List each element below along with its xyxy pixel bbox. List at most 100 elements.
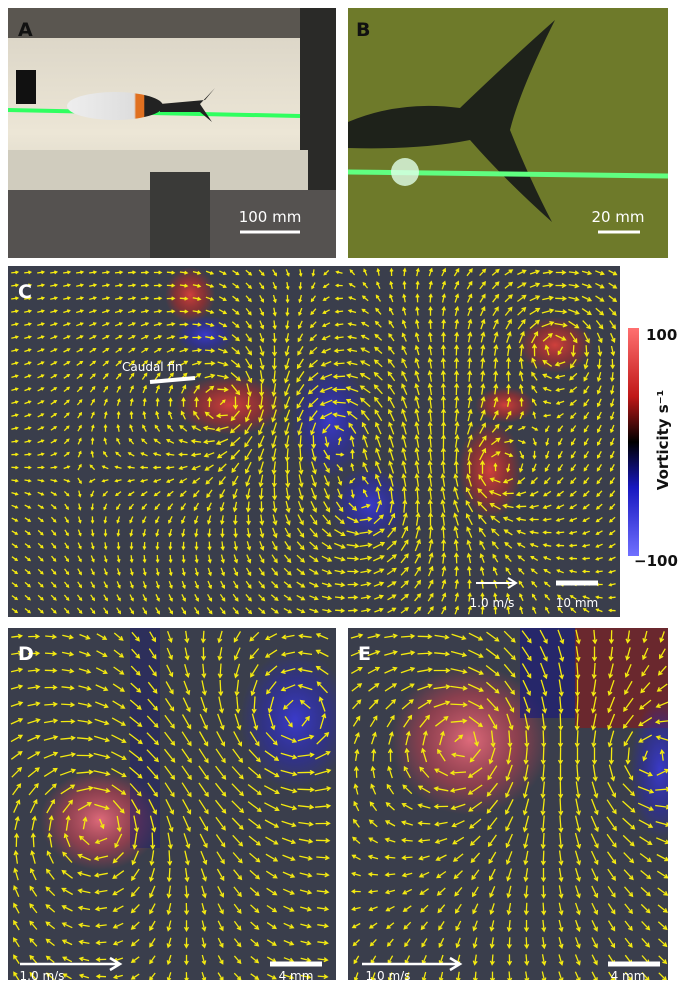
velocity-arrow xyxy=(401,460,407,474)
velocity-arrow xyxy=(419,888,429,896)
velocity-arrow xyxy=(37,542,44,549)
velocity-arrow xyxy=(285,294,290,304)
velocity-arrow xyxy=(264,767,280,778)
velocity-arrow xyxy=(11,608,19,614)
velocity-arrow xyxy=(258,448,265,462)
velocity-arrow xyxy=(89,335,97,340)
velocity-arrow xyxy=(46,798,55,814)
velocity-arrow xyxy=(76,270,85,275)
velocity-arrow xyxy=(103,516,108,524)
velocity-arrow xyxy=(112,683,125,692)
velocity-arrow xyxy=(590,833,599,849)
velocity-arrow xyxy=(433,700,451,708)
velocity-arrow xyxy=(217,663,223,679)
velocity-arrow xyxy=(114,283,124,288)
velocity-arrow xyxy=(149,938,156,948)
velocity-arrow xyxy=(168,528,173,538)
velocity-arrow xyxy=(76,785,94,792)
velocity-arrow xyxy=(558,832,564,850)
velocity-arrow xyxy=(284,461,291,476)
velocity-arrow xyxy=(454,318,460,330)
velocity-arrow xyxy=(350,489,355,499)
velocity-arrow xyxy=(311,448,317,462)
velocity-arrow xyxy=(77,477,82,485)
velocity-arrow xyxy=(477,488,488,499)
velocity-arrow xyxy=(348,283,356,288)
velocity-arrow xyxy=(232,580,239,590)
velocity-arrow xyxy=(414,395,420,409)
velocity-arrow xyxy=(400,650,416,656)
caudal-fin-marker xyxy=(149,376,196,384)
velocity-arrow xyxy=(37,581,44,588)
vortex-negative xyxy=(290,360,370,480)
velocity-arrow xyxy=(218,679,224,697)
velocity-arrow xyxy=(401,408,408,422)
velocity-arrow xyxy=(194,541,199,551)
velocity-arrow xyxy=(415,267,420,277)
velocity-arrow xyxy=(247,766,262,779)
velocity-arrow xyxy=(386,938,394,947)
velocity-arrow xyxy=(61,922,73,929)
velocity-arrow xyxy=(112,799,125,814)
velocity-arrow xyxy=(333,361,345,367)
velocity-arrow xyxy=(417,820,431,826)
velocity-arrow xyxy=(523,833,529,849)
velocity-arrow xyxy=(466,552,472,564)
velocity-arrow xyxy=(450,668,468,675)
velocity-arrow xyxy=(595,608,603,613)
velocity-arrow xyxy=(427,370,433,382)
velocity-arrow xyxy=(485,681,500,694)
velocity-arrow xyxy=(480,318,486,330)
velocity-arrow xyxy=(88,478,96,483)
velocity-arrow xyxy=(129,385,134,393)
velocity-arrow xyxy=(523,902,529,916)
velocity-arrow xyxy=(427,592,434,602)
velocity-arrow xyxy=(539,646,548,662)
velocity-arrow xyxy=(624,886,634,898)
velocity-arrow xyxy=(29,937,38,947)
velocity-arrow xyxy=(595,543,603,548)
velocity-arrow xyxy=(590,850,599,866)
velocity-arrow xyxy=(387,358,396,368)
velocity-arrow xyxy=(609,490,616,498)
velocity-arrow xyxy=(319,412,333,420)
velocity-arrow xyxy=(140,296,150,301)
velocity-arrow xyxy=(467,666,484,675)
velocity-arrow xyxy=(316,731,330,745)
velocity-arrow xyxy=(192,322,202,327)
velocity-arrow xyxy=(417,699,432,710)
velocity-arrow xyxy=(298,307,303,317)
velocity-arrow xyxy=(419,766,430,778)
velocity-arrow xyxy=(542,295,554,301)
velocity-arrow xyxy=(532,606,537,614)
velocity-arrow xyxy=(182,815,191,833)
velocity-arrow xyxy=(140,309,150,314)
velocity-arrow xyxy=(523,696,531,714)
velocity-arrow xyxy=(322,514,332,526)
velocity-arrow xyxy=(50,399,58,405)
velocity-arrow xyxy=(453,512,459,526)
velocity-arrow xyxy=(63,270,72,275)
velocity-arrow xyxy=(142,424,147,432)
velocity-arrow xyxy=(541,885,547,899)
velocity-arrow xyxy=(271,345,278,357)
velocity-arrow xyxy=(374,460,382,474)
velocity-arrow xyxy=(453,267,460,277)
velocity-arrow xyxy=(454,293,460,303)
velocity-arrow xyxy=(27,701,41,707)
velocity-arrow xyxy=(244,409,252,423)
velocity-arrow xyxy=(346,516,359,523)
velocity-arrow xyxy=(388,319,395,329)
velocity-arrow xyxy=(491,268,500,276)
velocity-arrow xyxy=(141,372,148,380)
velocity-arrow xyxy=(545,437,550,447)
velocity-arrow xyxy=(300,957,312,963)
velocity-arrow xyxy=(37,283,46,288)
velocity-arrow xyxy=(531,463,537,473)
velocity-arrow xyxy=(582,608,590,613)
velocity-arrow xyxy=(591,646,598,662)
velocity-arrow xyxy=(63,581,70,589)
velocity-arrow xyxy=(78,973,90,979)
velocity-arrow xyxy=(220,528,225,539)
velocity-arrow xyxy=(285,487,291,501)
